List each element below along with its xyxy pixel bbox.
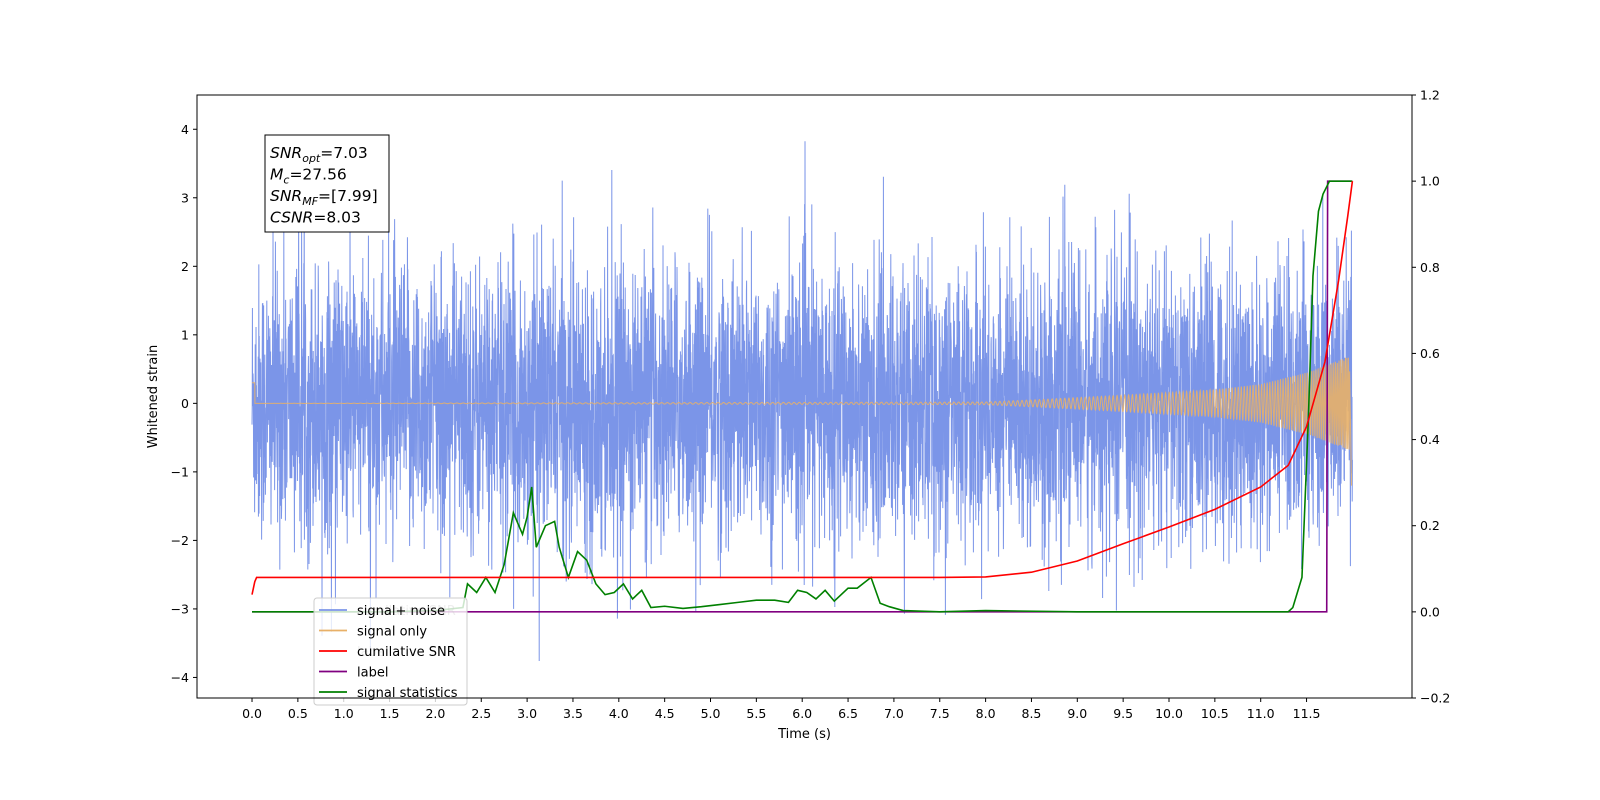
axes-frame <box>196 94 1413 699</box>
x-axis: 0.0 0.5 1.0 1.5 2.0 2.5 3.0 3.5 4.0 4.5 5.0 5.5 6.0 6… <box>242 698 1320 721</box>
series-signal-noise <box>251 141 1353 661</box>
annotation-frame <box>264 134 390 233</box>
x-tick-label: 10.5 <box>1201 706 1229 721</box>
y-tick-label: −4 <box>171 670 189 685</box>
y2-tick-label: 1.0 <box>1420 174 1440 189</box>
x-tick-label: 5.0 <box>701 706 721 721</box>
x-tick-label: 9.5 <box>1113 706 1133 721</box>
legend-frame <box>313 597 468 706</box>
legend-label: cumilative SNR <box>357 645 456 660</box>
x-tick-label: 0.0 <box>242 706 262 721</box>
x-tick-label: 2.0 <box>425 706 445 721</box>
legend-label: signal only <box>357 625 427 640</box>
annotation-value: =8.03 <box>313 209 361 227</box>
annotation-value: =7.03 <box>320 144 368 162</box>
y2-tick-label: 0.0 <box>1420 604 1440 619</box>
x-tick-label: 1.0 <box>334 706 354 721</box>
y2-tick-label: 0.2 <box>1420 518 1440 533</box>
series-group <box>251 141 1354 661</box>
y2-tick-label: 1.2 <box>1420 88 1440 103</box>
series-signal-statistics <box>252 180 1353 613</box>
x-tick-label: 6.5 <box>838 706 858 721</box>
y-tick-label: 1 <box>181 327 189 342</box>
x-tick-label: 11.0 <box>1247 706 1275 721</box>
annotation-subscript: MF <box>302 195 318 208</box>
y2-tick-label: −0.2 <box>1420 691 1450 706</box>
annotation-line: CSNR=8.03 <box>270 209 361 227</box>
y-axis-right: 1.2 1.0 0.8 0.6 0.4 0.2 0.0 −0.2 <box>1412 88 1450 706</box>
x-tick-label: 4.5 <box>655 706 675 721</box>
y2-tick-label: 0.6 <box>1420 346 1440 361</box>
x-tick-label: 5.5 <box>746 706 766 721</box>
x-tick-label: 3.0 <box>517 706 537 721</box>
x-tick-label: 11.5 <box>1293 706 1321 721</box>
annotation-line: SNRopt=7.03 <box>270 144 368 165</box>
x-tick-label: 8.0 <box>976 706 996 721</box>
annotation-symbol: CSNR <box>270 209 313 227</box>
annotation-symbol: M <box>270 166 283 184</box>
y-axis-label: Whitened strain <box>146 345 161 448</box>
y2-tick-label: 0.8 <box>1420 260 1440 275</box>
y-tick-label: 3 <box>181 190 189 205</box>
x-tick-label: 1.5 <box>380 706 400 721</box>
legend-label: signal+ noise <box>357 604 445 619</box>
legend-label: label <box>357 666 388 681</box>
annotation-value: =27.56 <box>289 166 346 184</box>
plot-area <box>251 141 1354 661</box>
x-tick-label: 7.5 <box>930 706 950 721</box>
x-tick-label: 6.0 <box>792 706 812 721</box>
x-axis-label: Time (s) <box>777 727 831 742</box>
annotation-subscript: c <box>283 174 289 187</box>
legend-label: signal statistics <box>357 686 458 701</box>
annotation-symbol: SNR <box>270 187 302 205</box>
x-tick-label: 7.0 <box>884 706 904 721</box>
x-tick-label: 0.5 <box>288 706 308 721</box>
series-cumulative-snr <box>251 181 1354 595</box>
annotation-subscript: opt <box>302 152 321 165</box>
y-axis-left: 4 3 2 1 0 −1 −2 −3 −4 <box>171 122 197 685</box>
x-tick-label: 4.0 <box>609 706 629 721</box>
series-signal-only <box>252 357 1352 486</box>
annotation-line: Mc=27.56 <box>270 166 347 187</box>
x-tick-label: 3.5 <box>563 706 583 721</box>
x-tick-label: 10.0 <box>1155 706 1183 721</box>
y-tick-label: −3 <box>171 601 189 616</box>
y-tick-label: 4 <box>181 122 189 137</box>
y2-tick-label: 0.4 <box>1420 432 1440 447</box>
annotation-value: =[7.99] <box>318 187 378 205</box>
y-tick-label: 2 <box>181 259 189 274</box>
x-tick-label: 9.0 <box>1067 706 1087 721</box>
x-tick-label: 2.5 <box>471 706 491 721</box>
legend: cumilative SNR signal only label signal+ no… <box>313 597 468 706</box>
x-tick-label: 8.5 <box>1022 706 1042 721</box>
y-tick-label: −2 <box>171 533 189 548</box>
annotation-line: SNRMF=[7.99] <box>270 187 378 208</box>
y-tick-label: −1 <box>171 464 189 479</box>
y-tick-label: 0 <box>181 396 189 411</box>
annotation-symbol: SNR <box>270 144 302 162</box>
